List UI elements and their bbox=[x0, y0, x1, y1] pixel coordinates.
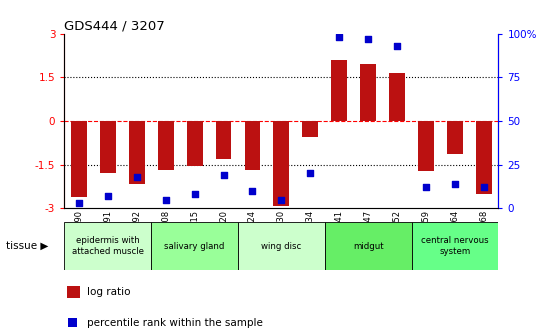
Point bbox=[393, 43, 402, 48]
Bar bbox=[412, 222, 498, 270]
Text: epidermis with
attached muscle: epidermis with attached muscle bbox=[72, 237, 144, 256]
Point bbox=[161, 197, 170, 202]
Point bbox=[450, 181, 459, 186]
Point bbox=[103, 194, 112, 199]
Bar bbox=[476, 121, 492, 194]
Point bbox=[422, 185, 431, 190]
Point bbox=[190, 192, 199, 197]
Text: log ratio: log ratio bbox=[87, 287, 130, 297]
Bar bbox=[100, 121, 116, 173]
Bar bbox=[238, 222, 325, 270]
Point bbox=[306, 171, 315, 176]
Point bbox=[248, 188, 257, 194]
Text: central nervous
system: central nervous system bbox=[421, 237, 489, 256]
Bar bbox=[447, 121, 463, 155]
Text: GDS444 / 3207: GDS444 / 3207 bbox=[64, 19, 165, 33]
Point bbox=[335, 34, 344, 40]
Bar bbox=[158, 121, 174, 170]
Bar bbox=[245, 121, 260, 170]
Bar bbox=[302, 121, 318, 137]
Bar bbox=[332, 60, 347, 121]
Point bbox=[277, 197, 286, 202]
Bar bbox=[418, 121, 434, 171]
Bar bbox=[273, 121, 290, 206]
Text: salivary gland: salivary gland bbox=[165, 242, 225, 251]
Text: percentile rank within the sample: percentile rank within the sample bbox=[87, 318, 263, 328]
Bar bbox=[129, 121, 144, 183]
Point bbox=[479, 185, 488, 190]
Bar bbox=[325, 222, 412, 270]
Bar bbox=[71, 121, 87, 197]
Bar bbox=[151, 222, 238, 270]
Point bbox=[219, 172, 228, 178]
Bar bbox=[186, 121, 203, 166]
Point bbox=[132, 174, 141, 179]
Text: wing disc: wing disc bbox=[262, 242, 301, 251]
Point bbox=[74, 200, 83, 206]
Bar bbox=[360, 64, 376, 121]
Bar bbox=[389, 73, 405, 121]
Bar bbox=[216, 121, 231, 159]
Point bbox=[364, 36, 373, 42]
Bar bbox=[64, 222, 151, 270]
Text: tissue ▶: tissue ▶ bbox=[6, 241, 48, 251]
Text: midgut: midgut bbox=[353, 242, 384, 251]
